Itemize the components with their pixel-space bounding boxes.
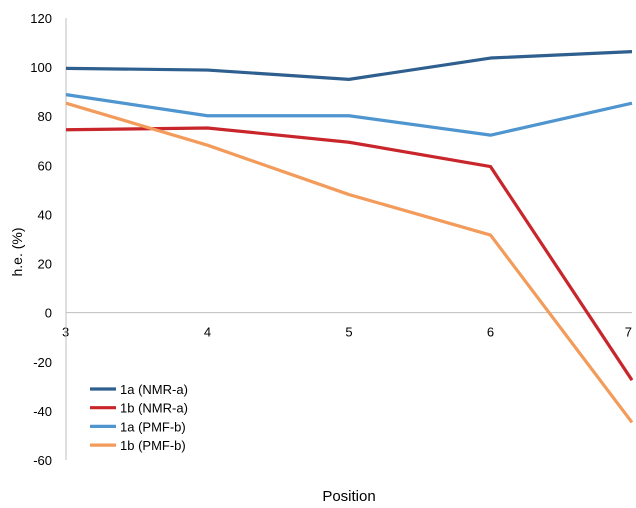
x-axis-ticks: 34567 [62, 325, 632, 340]
y-tick-label: 100 [30, 60, 52, 75]
y-tick-label: 60 [38, 158, 52, 173]
y-tick-label: 40 [38, 207, 52, 222]
y-tick-label: 80 [38, 109, 52, 124]
x-tick-label: 5 [345, 325, 352, 340]
legend-label: 1b (PMF-b) [120, 438, 186, 453]
x-tick-label: 6 [487, 325, 494, 340]
y-axis-ticks: 120 100 80 60 40 20 0 -20 -40 -60 [30, 11, 52, 468]
y-tick-label: 120 [30, 11, 52, 26]
series-line-4 [65, 101, 634, 424]
legend: 1a (NMR-a) 1b (NMR-a) 1a (PMF-b) 1b (PMF-b) [90, 382, 188, 453]
legend-label: 1a (NMR-a) [120, 382, 188, 397]
x-tick-label: 4 [204, 325, 211, 340]
y-tick-label: -20 [33, 355, 52, 370]
series-line-3 [65, 93, 633, 137]
series-line-1 [65, 50, 633, 81]
x-axis-title: Position [322, 488, 375, 505]
y-tick-label: 20 [38, 257, 52, 272]
y-tick-label: 0 [45, 306, 52, 321]
series-lines [65, 50, 634, 424]
legend-label: 1b (NMR-a) [120, 401, 188, 416]
y-axis-title: h.e. (%) [9, 227, 25, 276]
y-tick-label: -60 [33, 453, 52, 468]
y-tick-label: -40 [33, 404, 52, 419]
x-tick-label: 7 [625, 325, 632, 340]
series-line-2 [65, 126, 634, 382]
legend-label: 1a (PMF-b) [120, 419, 186, 434]
